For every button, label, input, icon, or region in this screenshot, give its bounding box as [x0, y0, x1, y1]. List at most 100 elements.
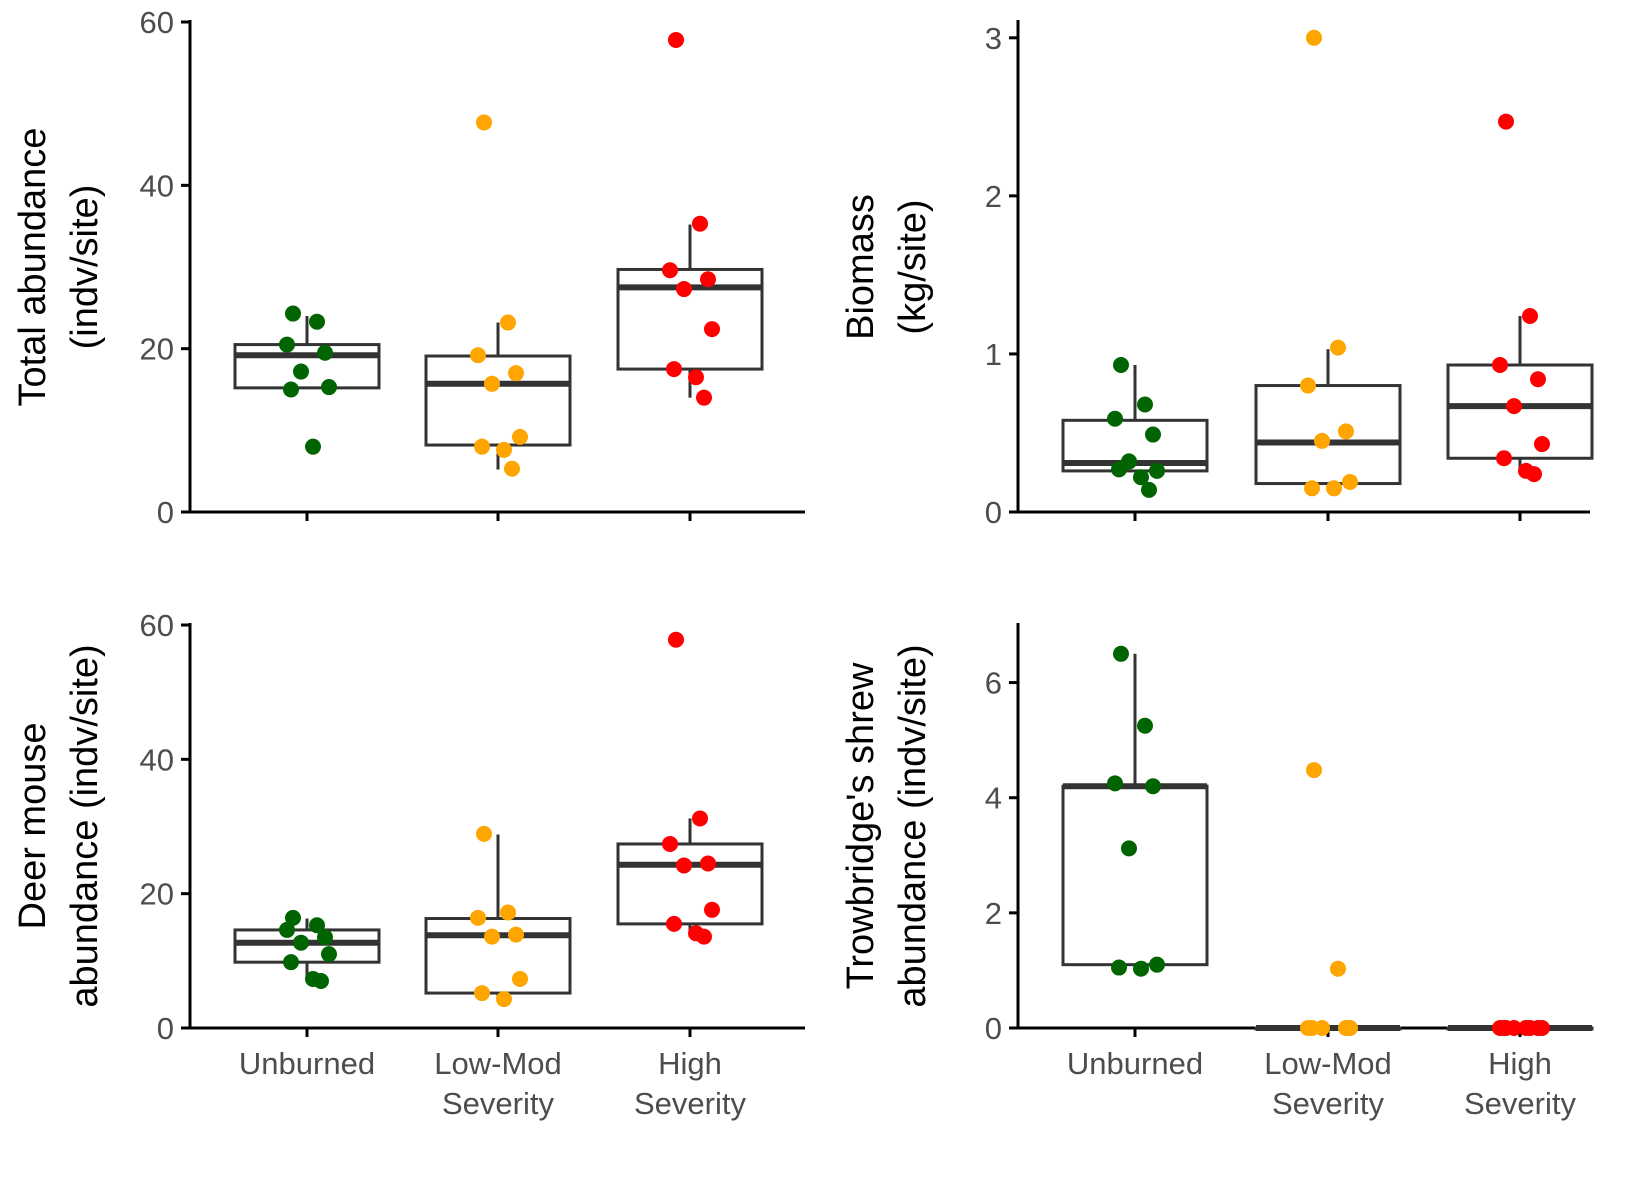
- data-point: [279, 336, 295, 353]
- data-point: [474, 985, 490, 1002]
- data-point: [1534, 436, 1550, 453]
- data-point: [704, 901, 720, 918]
- data-point: [1306, 762, 1322, 779]
- data-point: [688, 369, 704, 386]
- data-point: [668, 631, 684, 648]
- data-point: [1518, 1020, 1534, 1036]
- y-axis-title: Biomass: [840, 194, 882, 340]
- data-point: [666, 915, 682, 932]
- data-point: [309, 917, 325, 934]
- data-point: [1141, 481, 1157, 498]
- data-point: [1338, 423, 1354, 440]
- y-tick-label: 6: [985, 666, 1002, 701]
- y-tick-label: 0: [985, 1011, 1002, 1046]
- data-point: [668, 31, 684, 48]
- data-point: [1506, 398, 1522, 415]
- data-point: [1145, 426, 1161, 443]
- y-tick-label: 20: [140, 332, 174, 367]
- data-point: [305, 438, 321, 455]
- data-point: [1526, 466, 1542, 483]
- y-tick-label: 2: [985, 179, 1002, 214]
- data-point: [1304, 480, 1320, 497]
- data-point: [1492, 357, 1508, 373]
- data-point: [317, 344, 333, 361]
- y-tick-label: 4: [985, 781, 1002, 816]
- data-point: [321, 946, 337, 963]
- y-tick-label: 40: [140, 742, 174, 777]
- y-axis-title: Trowbridge's shrew: [840, 662, 882, 989]
- data-point: [1306, 29, 1322, 46]
- data-point: [1113, 357, 1129, 373]
- data-point: [1496, 1020, 1512, 1036]
- box: [1446, 363, 1594, 460]
- data-point: [317, 929, 333, 946]
- x-tick-label: Unburned: [239, 1046, 375, 1081]
- data-point: [321, 379, 337, 396]
- data-point: [1107, 410, 1123, 427]
- data-point: [313, 972, 329, 989]
- data-point: [1314, 432, 1330, 449]
- data-point: [474, 438, 490, 455]
- data-point: [1137, 396, 1153, 413]
- data-point: [508, 926, 524, 943]
- data-point: [1111, 461, 1127, 478]
- data-point: [692, 810, 708, 827]
- data-point: [283, 381, 299, 398]
- data-point: [696, 389, 712, 406]
- data-point: [1304, 1020, 1320, 1036]
- data-point: [504, 460, 520, 477]
- data-point: [293, 363, 309, 380]
- data-point: [1342, 1020, 1358, 1036]
- data-point: [1326, 480, 1342, 497]
- data-point: [1113, 645, 1129, 662]
- data-point: [283, 954, 299, 971]
- data-point: [484, 375, 500, 392]
- x-tick-label: Low-Mod: [1264, 1046, 1392, 1081]
- box: [424, 354, 572, 447]
- data-point: [500, 904, 516, 921]
- data-point: [1149, 462, 1165, 479]
- box: [1254, 384, 1402, 486]
- data-point: [484, 928, 500, 945]
- data-point: [1496, 450, 1512, 467]
- data-point: [676, 857, 692, 874]
- data-point: [692, 215, 708, 232]
- data-point: [1133, 469, 1149, 486]
- data-point: [512, 970, 528, 987]
- data-point: [1300, 377, 1316, 394]
- data-point: [1149, 956, 1165, 973]
- data-point: [662, 835, 678, 852]
- y-tick-label: 0: [157, 495, 174, 530]
- data-point: [293, 934, 309, 951]
- box: [616, 842, 764, 926]
- y-tick-label: 60: [140, 608, 174, 643]
- panel-total_abundance: 0 20 40 60 Total abundance (indv/site): [12, 5, 805, 530]
- data-point: [1534, 1020, 1550, 1036]
- x-tick-label: High: [658, 1046, 722, 1081]
- data-point: [704, 321, 720, 338]
- box: [233, 343, 381, 390]
- x-tick-label: High: [1488, 1046, 1552, 1081]
- data-point: [279, 921, 295, 938]
- y-tick-label: 0: [985, 495, 1002, 530]
- data-point: [496, 991, 512, 1008]
- data-point: [309, 313, 325, 330]
- data-point: [666, 361, 682, 378]
- data-point: [1330, 960, 1346, 977]
- data-point: [662, 262, 678, 279]
- x-tick-label: Low-Mod: [434, 1046, 562, 1081]
- x-tick-label: Severity: [1464, 1086, 1576, 1121]
- x-tick-label: Severity: [1272, 1086, 1384, 1121]
- data-point: [470, 347, 486, 364]
- box: [1061, 784, 1209, 967]
- y-tick-label: 40: [140, 168, 174, 203]
- data-point: [700, 271, 716, 288]
- y-axis-title: (indv/site): [64, 185, 106, 350]
- data-point: [470, 909, 486, 926]
- y-axis-title: abundance (indv/site): [892, 644, 934, 1007]
- data-point: [508, 365, 524, 382]
- x-tick-label: Unburned: [1067, 1046, 1203, 1081]
- y-tick-label: 1: [985, 337, 1002, 372]
- data-point: [500, 314, 516, 331]
